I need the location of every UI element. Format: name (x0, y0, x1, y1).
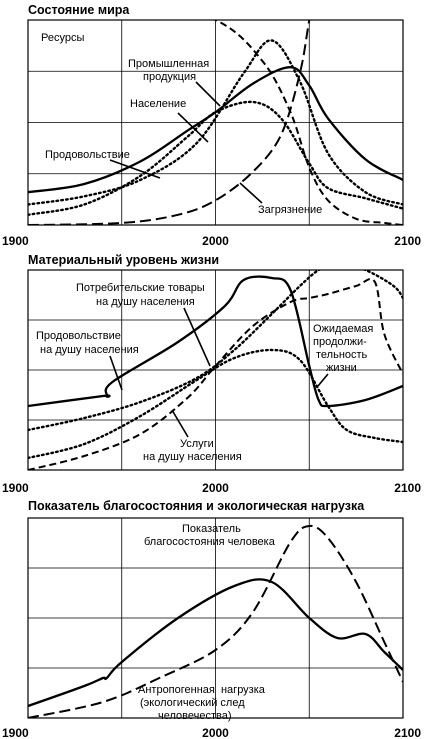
series-line-2-2 (28, 270, 403, 432)
series-line-2-3 (28, 275, 403, 408)
series-line-2-1 (28, 277, 403, 470)
pointer-pollution (239, 182, 263, 204)
pointer-industry (195, 81, 221, 107)
x-tick-label: 2000 (202, 234, 229, 248)
label-footprint-line2: (экологический след (140, 697, 245, 709)
panel-3-x-ticks: 1900 2000 2100 (2, 726, 421, 739)
label-welfare-line1: Показатель (182, 523, 241, 535)
series-line-1-4 (28, 100, 403, 216)
panel-world-state: Состояние мира 1900 2000 2100 Ресурсы Пром… (2, 3, 421, 248)
label-life-line4: жизни (326, 362, 357, 374)
pointer-food (109, 159, 161, 179)
pointer-life (317, 373, 329, 387)
pointer-goods (183, 307, 211, 367)
label-life-line3: тельность (316, 349, 368, 361)
label-life-line1: Ожидаемая (313, 323, 373, 335)
series-line-3-1 (28, 578, 403, 708)
label-footprint-line1: Антропогенная нагрузка (138, 684, 266, 696)
panel-1-grid (28, 20, 403, 225)
x-tick-label: 2100 (394, 481, 421, 495)
pointer-services (171, 409, 189, 438)
label-industry-line2: продукция (143, 71, 196, 83)
series-line-1-3 (28, 66, 403, 194)
pointer-population (177, 112, 209, 143)
panel-3-title: Показатель благосостояния и экологическа… (28, 499, 365, 513)
series-line-3-2 (28, 524, 403, 718)
x-tick-label: 1900 (2, 234, 29, 248)
x-tick-label: 2100 (394, 726, 421, 739)
series-line-2-4 (28, 348, 403, 460)
panel-3-series (28, 524, 403, 718)
panel-2-series (28, 270, 403, 470)
x-tick-label: 2100 (394, 234, 421, 248)
series-line-1-2 (28, 39, 403, 206)
label-footprint-line3: человечества) (158, 710, 232, 722)
label-goods-line1: Потребительские товары (76, 282, 205, 294)
panel-2-x-ticks: 1900 2000 2100 (2, 481, 421, 495)
pointer-food-pc (109, 355, 123, 391)
label-food-pc-line1: Продовольствие (36, 330, 121, 342)
panel-1-title: Состояние мира (28, 3, 130, 17)
x-tick-label: 2000 (202, 481, 229, 495)
label-food: Продовольствие (45, 149, 130, 161)
panel-1-series (28, 20, 403, 225)
label-food-pc-line2: на душу населения (40, 344, 139, 356)
label-services-line1: Услуги (180, 438, 214, 450)
label-life-line2: продолжи- (313, 336, 367, 348)
panel-2-title: Материальный уровень жизни (28, 253, 219, 267)
series-line-1-1 (213, 20, 403, 225)
panel-2-grid (28, 270, 403, 470)
x-tick-label: 1900 (2, 726, 29, 739)
panel-1-x-ticks: 1900 2000 2100 (2, 234, 421, 248)
panel-welfare-and-footprint: Показатель благосостояния и экологическа… (2, 499, 421, 739)
x-tick-label: 2000 (202, 726, 229, 739)
label-pollution: Загрязнение (258, 204, 322, 216)
label-services-line2: на душу населения (143, 451, 242, 463)
label-industry-line1: Промышленная (128, 58, 209, 70)
series-line-1-5 (28, 20, 311, 225)
label-population: Население (130, 98, 186, 110)
label-goods-line2: на душу населения (96, 296, 195, 308)
label-resources: Ресурсы (41, 32, 84, 44)
label-welfare-line2: благосостояния человека (144, 536, 276, 548)
panel-material-living-standard: Материальный уровень жизни 1900 2000 2100 … (2, 253, 421, 495)
x-tick-label: 1900 (2, 481, 29, 495)
